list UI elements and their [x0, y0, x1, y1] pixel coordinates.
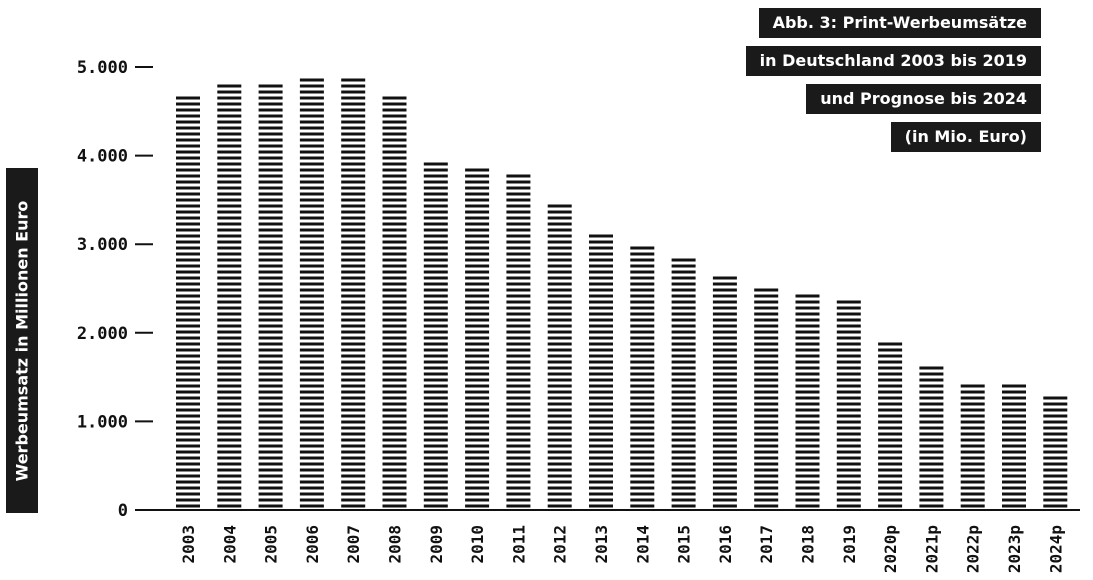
- bar-2014: [630, 246, 655, 508]
- x-tick-label: 2022p: [964, 525, 983, 573]
- chart-title-line-3: und Prognose bis 2024: [806, 84, 1041, 114]
- chart-title-line-2: in Deutschland 2003 bis 2019: [745, 46, 1041, 76]
- chart-title-line-4: (in Mio. Euro): [890, 122, 1041, 152]
- y-tick-label: 5.000: [77, 58, 128, 78]
- x-tick-label: 2021p: [922, 525, 941, 573]
- x-tick-label: 2012: [551, 525, 570, 564]
- x-tick-label: 2017: [757, 525, 776, 564]
- bar-2019: [836, 300, 861, 508]
- bar-2024p: [1043, 396, 1068, 508]
- bar-2020p: [878, 342, 903, 508]
- bar-2004: [217, 84, 242, 508]
- x-tick-label: 2011: [509, 525, 528, 564]
- y-tick-label: 4.000: [77, 147, 128, 167]
- x-tick-label: 2024p: [1046, 525, 1065, 573]
- x-tick-label: 2015: [675, 525, 694, 564]
- y-tick-label: 3.000: [77, 235, 128, 255]
- x-tick-label: 2003: [179, 525, 198, 564]
- bar-2013: [589, 234, 613, 508]
- x-tick-label: 2013: [592, 525, 611, 564]
- x-tick-label: 2010: [468, 525, 487, 564]
- y-axis-label: Werbeumsatz in Millionen Euro: [12, 200, 32, 481]
- bar-2015: [671, 258, 696, 508]
- bar-2012: [547, 204, 572, 508]
- bar-2022p: [960, 384, 985, 508]
- x-tick-label: 2023p: [1005, 525, 1024, 573]
- bar-2016: [712, 276, 737, 508]
- bars: [176, 78, 1068, 508]
- bar-2008: [382, 96, 407, 508]
- bar-2011: [506, 174, 531, 508]
- bar-2009: [423, 162, 448, 508]
- y-tick-label: 0: [118, 501, 128, 521]
- x-tick-label: 2006: [303, 525, 322, 564]
- x-tick-label: 2018: [799, 525, 818, 564]
- bar-2007: [341, 78, 366, 508]
- x-tick-label: 2005: [262, 525, 281, 564]
- bar-2023p: [1002, 384, 1026, 508]
- x-tick-label: 2016: [716, 525, 735, 564]
- x-tick-label: 2019: [840, 525, 859, 564]
- bar-2006: [299, 78, 324, 508]
- bar-2021p: [919, 366, 944, 508]
- x-axis: 2003 2004 2005 2006 2007 2008 2009 2010 2011 2012…: [179, 525, 1065, 573]
- bar-2003: [176, 96, 200, 508]
- x-tick-label: 2008: [386, 525, 405, 564]
- x-tick-label: 2004: [220, 525, 239, 564]
- bar-2010: [465, 168, 490, 508]
- y-tick-label: 1.000: [77, 412, 128, 432]
- y-tick-label: 2.000: [77, 324, 128, 344]
- y-axis: 0 1.000 2.000 3.000 4.000 5.000: [77, 58, 153, 521]
- x-tick-label: 2020p: [881, 525, 900, 573]
- chart-title-line-1: Abb. 3: Print-Werbeumsätze: [758, 8, 1041, 38]
- x-tick-label: 2009: [427, 525, 446, 564]
- x-tick-label: 2007: [344, 525, 363, 564]
- bar-2018: [795, 294, 820, 508]
- x-tick-label: 2014: [633, 525, 652, 564]
- bar-2005: [258, 84, 283, 508]
- bar-2017: [754, 288, 779, 508]
- y-axis-label-box: Werbeumsatz in Millionen Euro: [6, 168, 38, 513]
